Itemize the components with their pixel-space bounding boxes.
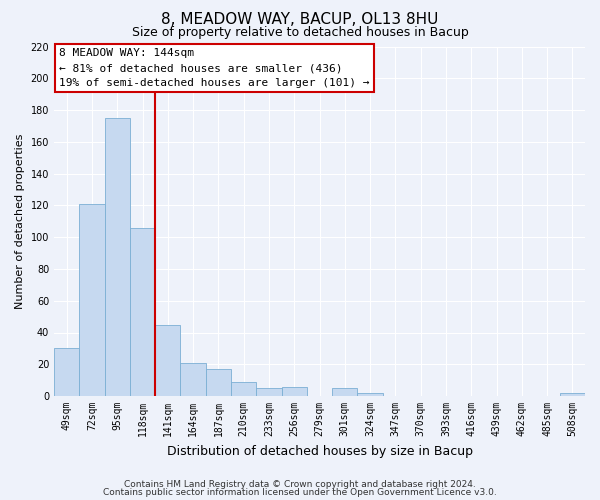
Text: Contains public sector information licensed under the Open Government Licence v3: Contains public sector information licen… xyxy=(103,488,497,497)
Bar xyxy=(104,118,130,396)
Text: Contains HM Land Registry data © Crown copyright and database right 2024.: Contains HM Land Registry data © Crown c… xyxy=(124,480,476,489)
Bar xyxy=(130,228,155,396)
Bar xyxy=(256,388,281,396)
Bar xyxy=(358,393,383,396)
Bar xyxy=(560,393,585,396)
Bar xyxy=(206,369,231,396)
Y-axis label: Number of detached properties: Number of detached properties xyxy=(15,134,25,309)
Text: 8, MEADOW WAY, BACUP, OL13 8HU: 8, MEADOW WAY, BACUP, OL13 8HU xyxy=(161,12,439,28)
Bar xyxy=(231,382,256,396)
X-axis label: Distribution of detached houses by size in Bacup: Distribution of detached houses by size … xyxy=(167,444,473,458)
Bar xyxy=(281,386,307,396)
Bar xyxy=(332,388,358,396)
Bar xyxy=(155,324,181,396)
Bar xyxy=(79,204,104,396)
Text: 8 MEADOW WAY: 144sqm
← 81% of detached houses are smaller (436)
19% of semi-deta: 8 MEADOW WAY: 144sqm ← 81% of detached h… xyxy=(59,48,370,88)
Bar xyxy=(54,348,79,396)
Bar xyxy=(181,362,206,396)
Text: Size of property relative to detached houses in Bacup: Size of property relative to detached ho… xyxy=(131,26,469,39)
